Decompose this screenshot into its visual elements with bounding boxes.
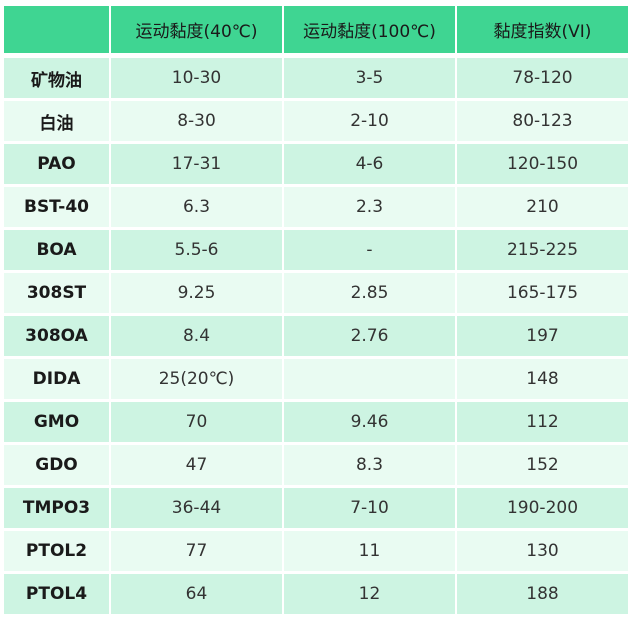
viscosity-index-cell: 80-123 [457,101,628,144]
viscosity-index-cell: 188 [457,574,628,614]
viscosity-100c-cell: 4-6 [284,144,457,187]
viscosity-100c-cell: 2-10 [284,101,457,144]
viscosity-index-cell: 215-225 [457,230,628,273]
viscosity-index-cell: 120-150 [457,144,628,187]
viscosity-index-cell: 112 [457,402,628,445]
viscosity-40c-cell: 6.3 [111,187,284,230]
header-viscosity-index: 黏度指数(VI) [457,6,628,58]
table-row: PTOL4 64 12 188 [4,574,628,614]
header-kinematic-viscosity-40c: 运动黏度(40℃) [111,6,284,58]
row-label-cell: 308OA [4,316,111,359]
viscosity-100c-cell: - [284,230,457,273]
table-header-row: 运动黏度(40℃) 运动黏度(100℃) 黏度指数(VI) [4,6,628,58]
viscosity-100c-cell: 2.76 [284,316,457,359]
row-label-cell: PTOL4 [4,574,111,614]
table-row: PAO 17-31 4-6 120-150 [4,144,628,187]
table-row: TMPO3 36-44 7-10 190-200 [4,488,628,531]
viscosity-index-cell: 190-200 [457,488,628,531]
viscosity-index-cell: 210 [457,187,628,230]
row-label-cell: 308ST [4,273,111,316]
viscosity-40c-cell: 64 [111,574,284,614]
viscosity-index-cell: 78-120 [457,58,628,101]
table-row: 矿物油 10-30 3-5 78-120 [4,58,628,101]
viscosity-40c-cell: 70 [111,402,284,445]
row-label-cell: GDO [4,445,111,488]
viscosity-40c-cell: 25(20℃) [111,359,284,402]
row-label-cell: PAO [4,144,111,187]
row-label-cell: BOA [4,230,111,273]
viscosity-table-container: 运动黏度(40℃) 运动黏度(100℃) 黏度指数(VI) 矿物油 10-30 … [4,6,628,614]
viscosity-40c-cell: 77 [111,531,284,574]
viscosity-40c-cell: 36-44 [111,488,284,531]
row-label-cell: TMPO3 [4,488,111,531]
row-label-cell: GMO [4,402,111,445]
table-row: BST-40 6.3 2.3 210 [4,187,628,230]
row-label-cell: PTOL2 [4,531,111,574]
table-row: GMO 70 9.46 112 [4,402,628,445]
viscosity-100c-cell: 7-10 [284,488,457,531]
viscosity-100c-cell: 2.3 [284,187,457,230]
viscosity-40c-cell: 5.5-6 [111,230,284,273]
viscosity-index-cell: 148 [457,359,628,402]
viscosity-40c-cell: 9.25 [111,273,284,316]
row-label-cell: 白油 [4,101,111,144]
row-label-cell: 矿物油 [4,58,111,101]
viscosity-table: 运动黏度(40℃) 运动黏度(100℃) 黏度指数(VI) 矿物油 10-30 … [4,6,628,614]
header-corner-cell [4,6,111,58]
table-row: 308OA 8.4 2.76 197 [4,316,628,359]
viscosity-index-cell: 165-175 [457,273,628,316]
viscosity-index-cell: 152 [457,445,628,488]
row-label-cell: BST-40 [4,187,111,230]
viscosity-100c-cell: 8.3 [284,445,457,488]
viscosity-40c-cell: 10-30 [111,58,284,101]
table-row: 308ST 9.25 2.85 165-175 [4,273,628,316]
viscosity-100c-cell: 12 [284,574,457,614]
table-row: DIDA 25(20℃) 148 [4,359,628,402]
table-row: GDO 47 8.3 152 [4,445,628,488]
viscosity-index-cell: 197 [457,316,628,359]
row-label-cell: DIDA [4,359,111,402]
table-row: 白油 8-30 2-10 80-123 [4,101,628,144]
viscosity-100c-cell [284,359,457,402]
viscosity-100c-cell: 11 [284,531,457,574]
header-kinematic-viscosity-100c: 运动黏度(100℃) [284,6,457,58]
viscosity-40c-cell: 17-31 [111,144,284,187]
viscosity-100c-cell: 9.46 [284,402,457,445]
table-body: 矿物油 10-30 3-5 78-120 白油 8-30 2-10 80-123… [4,58,628,614]
viscosity-100c-cell: 3-5 [284,58,457,101]
viscosity-40c-cell: 8-30 [111,101,284,144]
viscosity-40c-cell: 8.4 [111,316,284,359]
viscosity-40c-cell: 47 [111,445,284,488]
table-row: BOA 5.5-6 - 215-225 [4,230,628,273]
viscosity-100c-cell: 2.85 [284,273,457,316]
viscosity-index-cell: 130 [457,531,628,574]
table-row: PTOL2 77 11 130 [4,531,628,574]
